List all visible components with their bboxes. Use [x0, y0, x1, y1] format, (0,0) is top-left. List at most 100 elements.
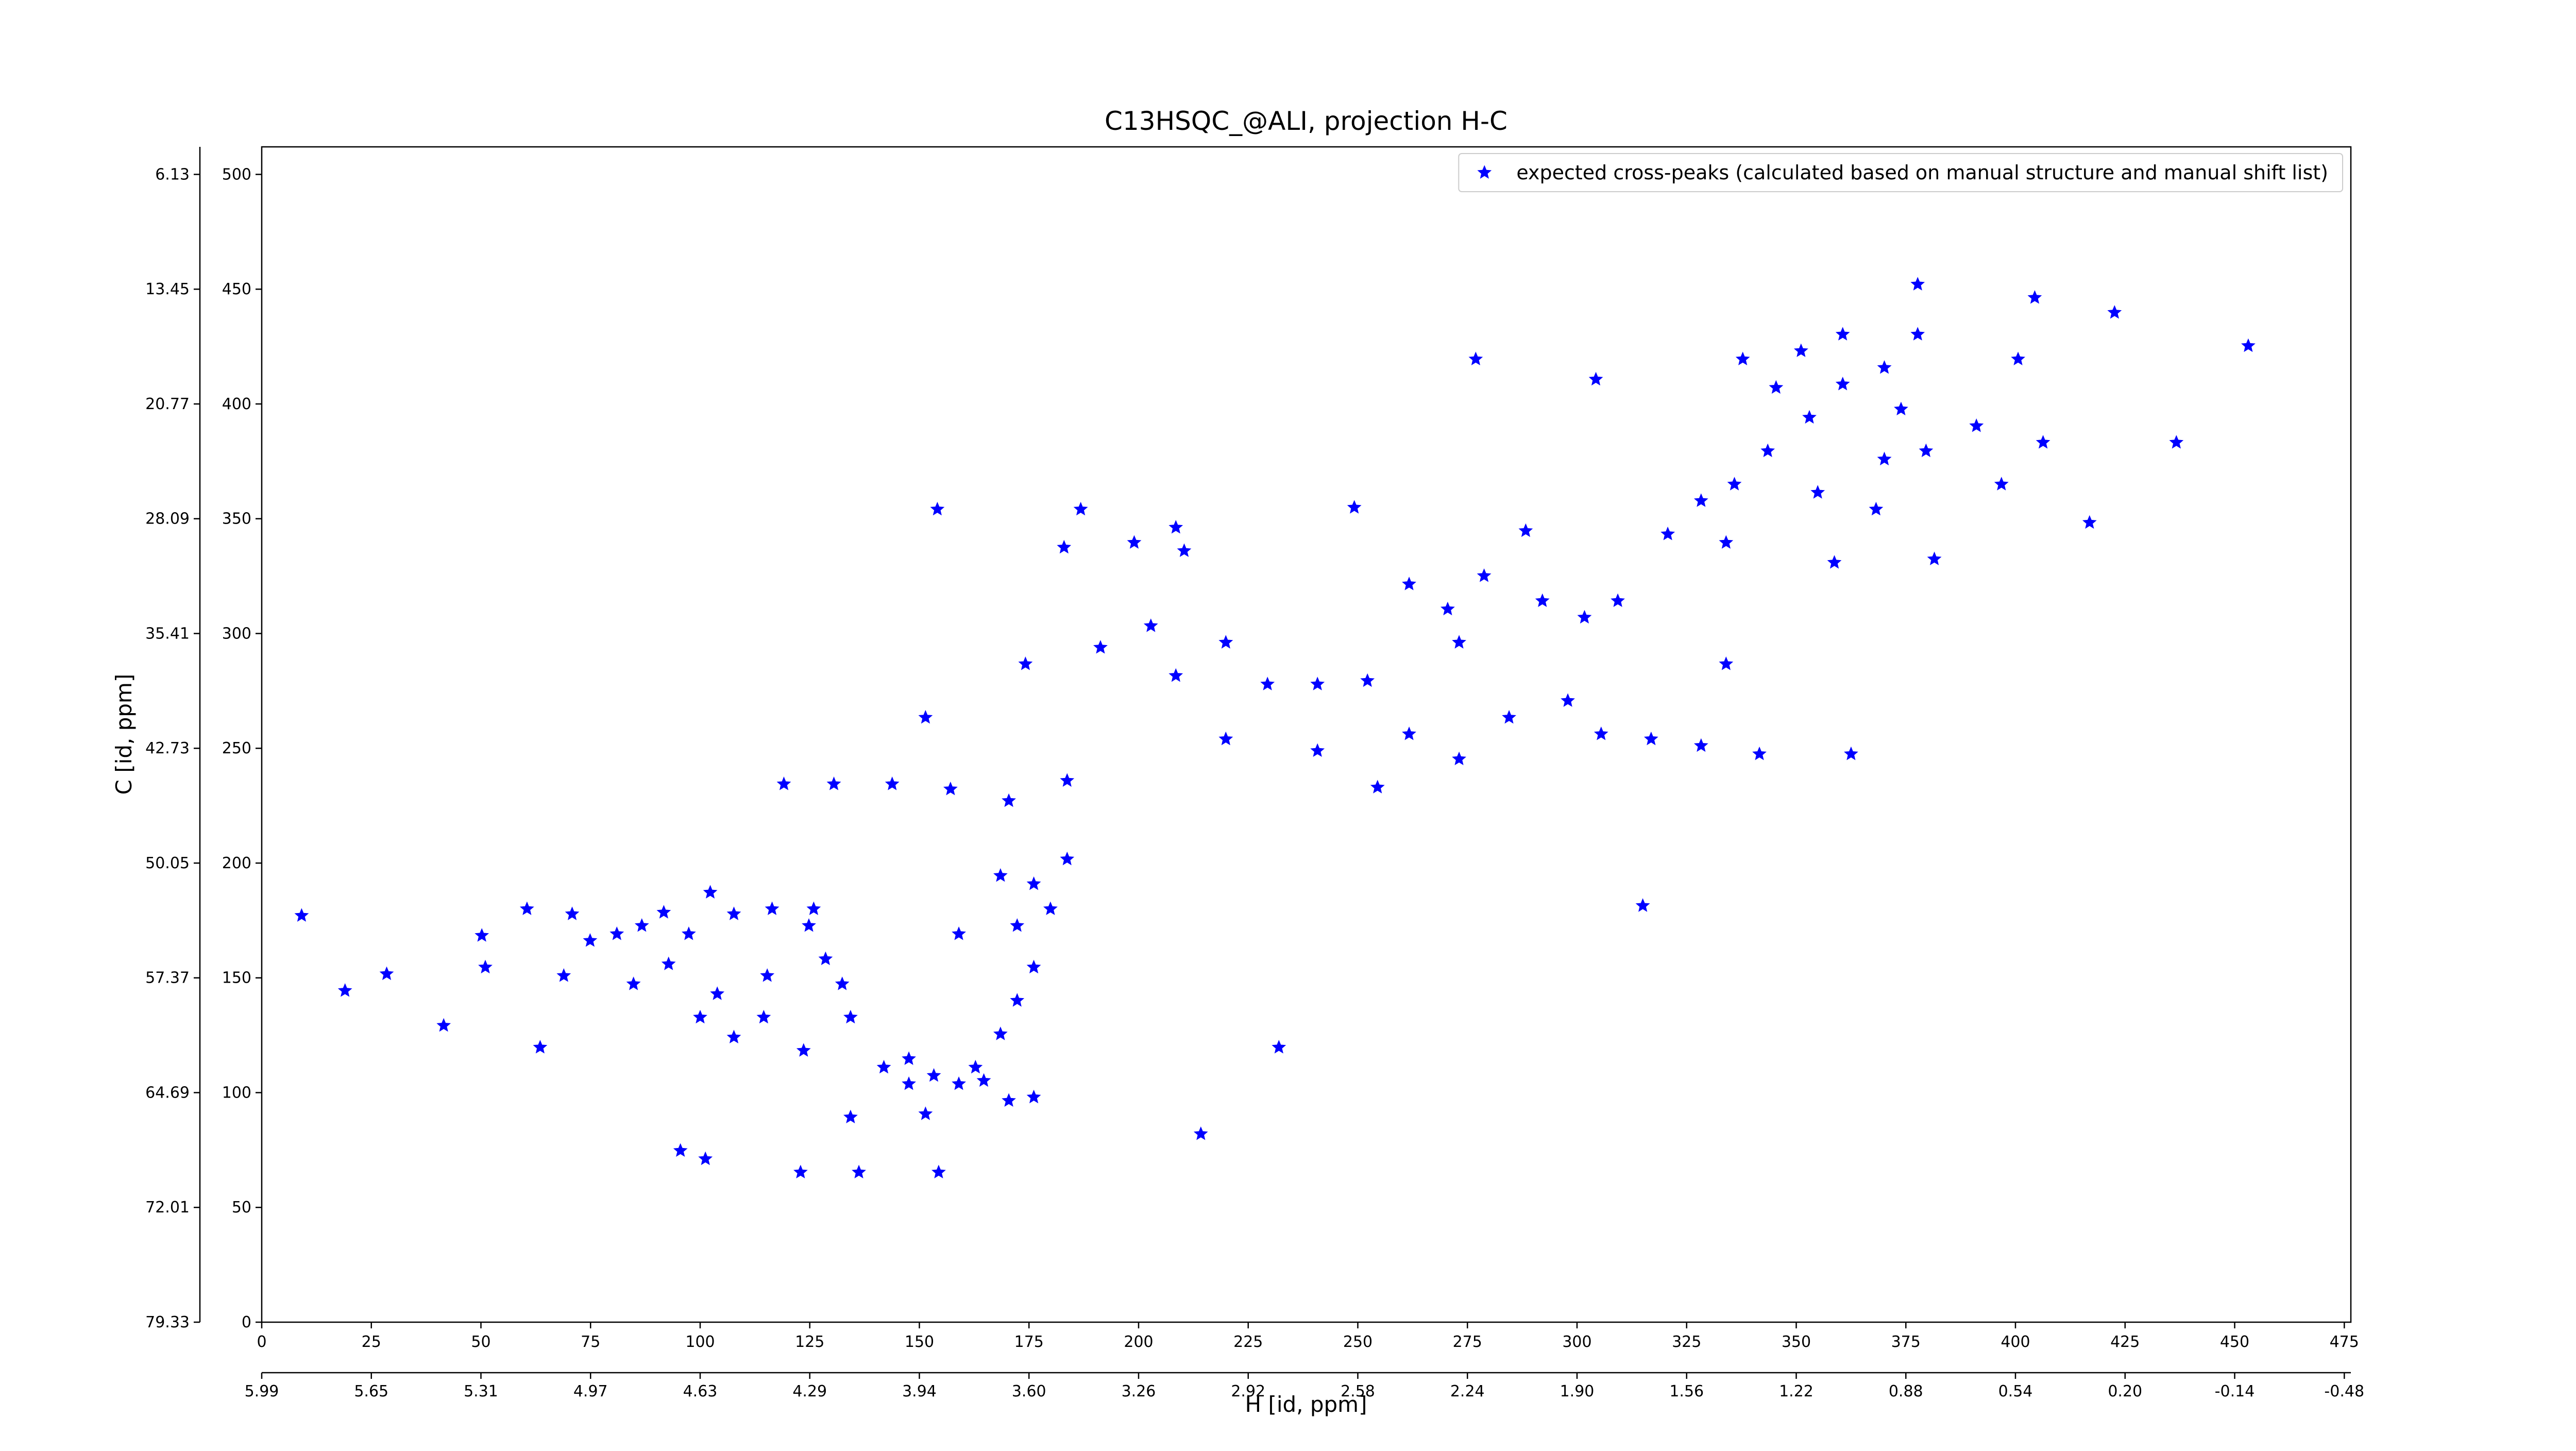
cross-peak-marker [1310, 743, 1325, 757]
cross-peak-marker [843, 1109, 858, 1124]
y-tick-label: 150 [222, 969, 251, 987]
cross-peak-marker [1535, 593, 1550, 608]
y2-tick-label: 20.77 [145, 395, 190, 413]
cross-peak-marker [1168, 520, 1183, 534]
cross-peak-marker [1760, 443, 1775, 458]
cross-peak-marker [968, 1059, 983, 1074]
x2-tick-label: 2.58 [1341, 1382, 1375, 1401]
cross-peak-marker [693, 1009, 707, 1024]
y2-tick-label: 64.69 [145, 1084, 190, 1102]
cross-peak-marker [918, 1106, 933, 1120]
x2-tick-label: 3.94 [902, 1382, 937, 1401]
cross-peak-marker [1026, 959, 1041, 974]
cross-peak-marker [1611, 593, 1625, 608]
cross-peak-marker [802, 918, 816, 932]
x-tick-label: 175 [1014, 1333, 1044, 1351]
x-tick-label: 0 [257, 1333, 266, 1351]
y-tick-label: 500 [222, 165, 251, 183]
x2-tick-label: 5.65 [354, 1382, 388, 1401]
y-tick-label: 350 [222, 510, 251, 528]
cross-peak-marker [796, 1043, 811, 1057]
cross-peak-marker [1769, 380, 1784, 394]
cross-peak-marker [918, 710, 933, 724]
cross-peak-marker [474, 928, 489, 942]
cross-peak-marker [1168, 668, 1183, 682]
cross-peak-marker [626, 976, 641, 990]
x2-tick-label: 0.54 [1998, 1382, 2033, 1401]
y2-tick-label: 42.73 [145, 739, 190, 757]
y2-tick-label: 13.45 [145, 280, 190, 298]
cross-peak-marker [1177, 543, 1192, 557]
cross-peak-marker [1026, 1089, 1041, 1104]
legend-box [1458, 153, 2343, 192]
cross-peak-marker [1402, 577, 1416, 590]
y2-tick-label: 50.05 [145, 854, 190, 872]
y-tick-label: 50 [232, 1199, 251, 1217]
cross-peak-marker [1502, 710, 1516, 724]
cross-peak-marker [1260, 677, 1275, 690]
x2-tick-label: 2.24 [1450, 1382, 1485, 1401]
x2-tick-label: 1.22 [1779, 1382, 1814, 1401]
y-tick-label: 450 [222, 280, 251, 298]
x2-tick-label: -0.14 [2215, 1382, 2255, 1401]
y2-tick-label: 57.37 [145, 969, 190, 987]
cross-peak-marker [1452, 751, 1466, 766]
cross-peak-marker [1310, 677, 1325, 690]
cross-peak-marker [1635, 898, 1650, 912]
cross-peak-marker [1994, 477, 2009, 491]
x2-tick-label: 2.92 [1231, 1382, 1265, 1401]
cross-peak-marker [1835, 327, 1850, 341]
x-tick-label: 325 [1672, 1333, 1701, 1351]
y-tick-label: 100 [222, 1084, 251, 1102]
y2-tick-label: 79.33 [145, 1313, 190, 1331]
cross-peak-marker [1719, 656, 1734, 670]
cross-peak-marker [1347, 500, 1362, 514]
cross-peak-marker [1835, 377, 1850, 391]
x-tick-label: 275 [1453, 1333, 1482, 1351]
cross-peak-marker [1969, 418, 1984, 432]
cross-peak-marker [885, 777, 900, 790]
cross-peak-marker [1927, 551, 1942, 565]
y2-tick-label: 35.41 [145, 625, 190, 643]
cross-peak-marker [1719, 535, 1734, 549]
x-tick-label: 475 [2330, 1333, 2359, 1351]
cross-peak-marker [760, 968, 775, 982]
cross-peak-marker [826, 777, 841, 790]
cross-peak-marker [1518, 523, 1533, 537]
cross-peak-marker [1910, 277, 1925, 291]
cross-peak-marker [1468, 351, 1483, 365]
cross-peak-marker [294, 908, 309, 922]
cross-peak-marker [993, 868, 1008, 882]
cross-peak-marker [1060, 773, 1075, 787]
cross-peak-marker [634, 918, 649, 932]
x-tick-label: 450 [2220, 1333, 2249, 1351]
cross-peak-marker [436, 1018, 451, 1032]
cross-peak-marker [1026, 876, 1041, 890]
cross-peak-marker [1193, 1126, 1208, 1140]
y-tick-label: 250 [222, 739, 251, 757]
cross-peak-marker [2011, 351, 2025, 365]
cross-peak-marker [806, 901, 821, 915]
legend-marker [1477, 165, 1492, 179]
x-axis-label: H [id, ppm] [1245, 1392, 1367, 1417]
x2-tick-label: 4.29 [792, 1382, 827, 1401]
x-tick-label: 50 [471, 1333, 490, 1351]
x-tick-label: 425 [2110, 1333, 2140, 1351]
cross-peak-marker [1002, 1093, 1016, 1107]
points [294, 277, 2256, 1178]
cross-peak-marker [1272, 1040, 1286, 1054]
x2-tick-label: 5.31 [464, 1382, 498, 1401]
cross-peak-marker [1218, 731, 1233, 746]
x-tick-label: 400 [2001, 1333, 2030, 1351]
cross-peak-marker [952, 926, 966, 940]
y-tick-label: 200 [222, 854, 251, 872]
cross-peak-marker [852, 1165, 866, 1178]
cross-peak-marker [698, 1151, 713, 1166]
cross-peak-marker [1660, 526, 1675, 541]
cross-peak-marker [793, 1165, 808, 1178]
cross-peak-marker [843, 1009, 858, 1024]
cross-peak-marker [1010, 993, 1025, 1007]
cross-peak-marker [519, 901, 534, 915]
cross-peak-marker [902, 1076, 916, 1090]
